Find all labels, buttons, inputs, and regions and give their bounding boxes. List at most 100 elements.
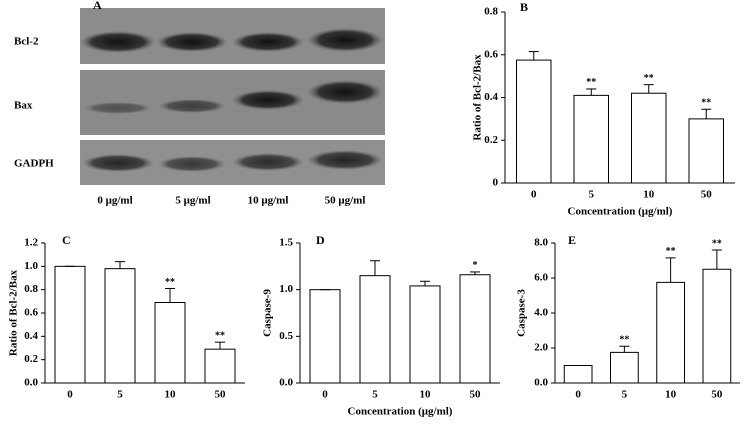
x-tick-label: 50 <box>711 389 723 401</box>
y-tick-label: 1.0 <box>279 283 293 295</box>
panel-label: B <box>520 0 528 14</box>
y-tick-label: 0.0 <box>24 377 38 389</box>
x-tick-label: 10 <box>165 389 177 401</box>
x-tick-label: 5 <box>622 389 628 401</box>
y-tick-label: 0.5 <box>279 330 293 342</box>
bar <box>409 285 441 384</box>
bar <box>573 94 609 184</box>
chart-panel: B 0 0.2 0.4 0.6 0.8 Ratio of Bcl-2/Bax Concentr… <box>472 0 735 218</box>
y-tick-label: 1.2 <box>24 237 38 249</box>
y-tick-label: 0 <box>493 177 499 189</box>
y-tick-label: 2.0 <box>534 342 548 354</box>
chart-panel: D 0.0 0.5 1.0 1.5 Caspase-9 Concentration (μg/… <box>262 233 500 418</box>
significance-label: ** <box>712 238 722 249</box>
blot-band <box>158 156 226 172</box>
y-tick-label: 1.5 <box>279 237 293 249</box>
lane-label: 0 μg/ml <box>97 195 132 207</box>
panel-label: E <box>568 233 576 247</box>
blot-band <box>307 80 383 104</box>
y-tick-label: 0.8 <box>24 283 38 295</box>
bar <box>359 275 391 384</box>
x-tick-label: 10 <box>665 389 677 401</box>
blot-band <box>156 32 228 52</box>
x-tick-label: 5 <box>372 389 378 401</box>
y-tick-label: 4.0 <box>534 307 548 319</box>
bar <box>204 348 236 384</box>
bar <box>610 351 639 384</box>
y-axis-title: Caspase-3 <box>516 289 528 337</box>
error-bar <box>115 261 125 269</box>
lane-label: 10 μg/ml <box>248 195 289 207</box>
x-tick-label: 10 <box>420 389 432 401</box>
y-tick-label: 0.6 <box>24 307 38 319</box>
error-bar <box>370 260 380 276</box>
blot-band <box>307 150 383 170</box>
bar <box>459 274 491 384</box>
y-tick-label: 0.2 <box>24 353 38 365</box>
bar <box>154 302 186 384</box>
bar <box>631 92 667 184</box>
y-axis-title: Ratio of Bcl-2/Bax <box>8 269 20 356</box>
bar <box>656 281 685 384</box>
blot-band <box>84 102 152 114</box>
y-tick-label: 0.0 <box>279 377 293 389</box>
x-tick-label: 5 <box>117 389 123 401</box>
significance-label: ** <box>586 77 596 88</box>
lane-label: 5 μg/ml <box>175 195 210 207</box>
significance-label: ** <box>701 98 711 109</box>
significance-label: ** <box>644 73 654 84</box>
x-tick-label: 50 <box>470 389 482 401</box>
y-tick-label: 0.0 <box>534 377 548 389</box>
y-tick-label: 8.0 <box>534 237 548 249</box>
panel-label: D <box>316 233 325 247</box>
bar <box>688 118 724 184</box>
y-axis-title: Caspase-9 <box>262 289 274 337</box>
error-bar <box>420 280 430 286</box>
y-tick-label: 0.6 <box>484 48 498 60</box>
row-label: Bax <box>14 100 33 112</box>
blot-band <box>82 154 154 172</box>
blot-band <box>307 28 383 52</box>
x-tick-label: 0 <box>67 389 73 401</box>
bar <box>702 268 732 384</box>
bar <box>104 268 136 384</box>
significance-label: ** <box>165 277 175 288</box>
bar <box>563 365 593 384</box>
x-tick-label: 0 <box>531 189 537 201</box>
bar <box>309 289 341 384</box>
blot-band <box>158 99 226 113</box>
error-bar <box>701 108 712 119</box>
y-tick-label: 0.2 <box>484 134 498 146</box>
blot-band <box>80 31 156 53</box>
x-axis-title: Concentration (μg/ml) <box>568 206 673 218</box>
significance-label: ** <box>666 246 676 257</box>
significance-label: ** <box>215 330 225 341</box>
x-tick-label: 10 <box>643 189 655 201</box>
blot-band <box>232 32 304 52</box>
lane-label: 50 μg/ml <box>325 195 366 207</box>
row-label: GADPH <box>14 158 54 170</box>
panel-label: C <box>62 233 71 247</box>
x-axis-title: Concentration (μg/ml) <box>348 406 453 418</box>
row-label: Bcl-2 <box>14 36 39 48</box>
panel-label: A <box>93 0 102 12</box>
y-tick-label: 1.0 <box>24 260 38 272</box>
x-tick-label: 50 <box>215 389 227 401</box>
error-bar <box>470 271 480 275</box>
x-tick-label: 0 <box>575 389 581 401</box>
error-bar <box>711 249 722 270</box>
chart-panel: C 0.0 0.2 0.4 0.6 0.8 1.0 1.2 Ratio of Bcl-2/Bax… <box>8 233 245 401</box>
significance-label: * <box>473 260 478 271</box>
western-blot: A Bcl-2 Bax GADPH 0 μg/ml 5 μg/ml 10 μg/… <box>14 0 385 207</box>
error-bar <box>528 51 539 61</box>
y-tick-label: 0.8 <box>484 6 498 18</box>
x-tick-label: 5 <box>589 189 595 201</box>
y-axis-title: Ratio of Bcl-2/Bax <box>472 54 484 141</box>
error-bar <box>586 88 597 96</box>
chart-panel: E 0.0 2.0 4.0 6.0 8.0 Caspase-3 0 5 ** 10 ** 50 ** <box>516 233 740 401</box>
error-bar <box>643 84 654 94</box>
bar <box>54 265 86 384</box>
error-bar <box>215 341 225 350</box>
y-tick-label: 6.0 <box>534 272 548 284</box>
